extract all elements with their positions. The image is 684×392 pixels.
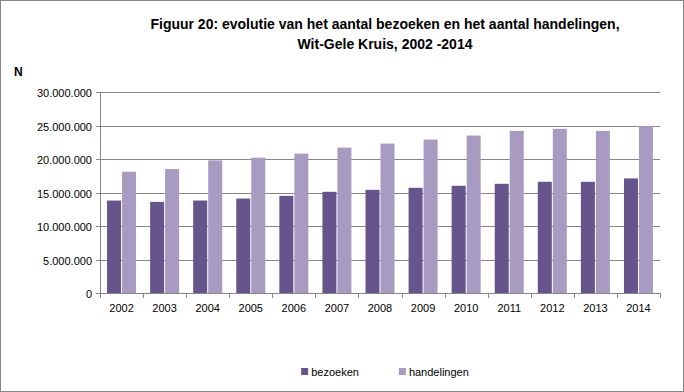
x-tick-label: 2003 [152, 302, 176, 314]
grid-line [100, 226, 660, 227]
y-tick-label: 10.000.000 [37, 221, 92, 233]
x-tick-label: 2006 [282, 302, 306, 314]
y-tick [96, 260, 100, 261]
y-tick-label: 15.000.000 [37, 188, 92, 200]
y-tick-label: 25.000.000 [37, 121, 92, 133]
y-tick-label: 5.000.000 [43, 255, 92, 267]
x-tick-label: 2012 [540, 302, 564, 314]
bar [581, 182, 595, 293]
grid-line [100, 260, 660, 261]
x-tick-label: 2008 [368, 302, 392, 314]
y-tick [96, 193, 100, 194]
x-tick-label: 2002 [109, 302, 133, 314]
y-tick [96, 293, 100, 294]
x-tick [358, 293, 359, 298]
x-tick [617, 293, 618, 298]
x-tick-label: 2005 [239, 302, 263, 314]
x-tick-label: 2013 [583, 302, 607, 314]
x-tick [186, 293, 187, 298]
chart: Figuur 20: evolutie van het aantal bezoe… [0, 0, 684, 392]
bar [538, 182, 552, 293]
bar [452, 186, 466, 293]
x-tick-label: 2004 [195, 302, 219, 314]
bar [381, 144, 395, 293]
y-tick-label: 0 [86, 288, 92, 300]
x-tick [531, 293, 532, 298]
bar [251, 158, 265, 293]
x-tick-label: 2009 [411, 302, 435, 314]
x-tick-label: 2010 [454, 302, 478, 314]
bar [193, 201, 207, 293]
bar [236, 199, 250, 293]
bar [294, 154, 308, 293]
bar [337, 148, 351, 293]
grid-line [100, 92, 660, 93]
y-tick [96, 126, 100, 127]
bar [107, 201, 121, 293]
y-tick [96, 92, 100, 93]
x-tick [402, 293, 403, 298]
y-tick [96, 226, 100, 227]
bar [409, 188, 423, 293]
bar [208, 160, 222, 293]
x-tick [100, 293, 101, 298]
x-tick [445, 293, 446, 298]
bar [424, 140, 438, 293]
grid-line [100, 193, 660, 194]
bar [639, 126, 653, 293]
bars [107, 126, 653, 293]
x-tick [143, 293, 144, 298]
bar [624, 178, 638, 293]
x-tick-label: 2007 [325, 302, 349, 314]
bar [279, 196, 293, 293]
x-tick [229, 293, 230, 298]
legend-label: bezoeken [311, 366, 359, 378]
grid-line [100, 293, 660, 294]
y-tick-label: 30.000.000 [37, 87, 92, 99]
x-tick [488, 293, 489, 298]
x-axis [100, 293, 660, 294]
chart-border [1, 1, 684, 392]
x-tick [315, 293, 316, 298]
legend-label: handelingen [409, 366, 469, 378]
bar [510, 131, 524, 293]
bar [122, 172, 136, 293]
bar [596, 131, 610, 293]
legend: bezoeken handelingen [301, 366, 469, 378]
grid-line [100, 126, 660, 127]
x-tick [272, 293, 273, 298]
title: Figuur 20: evolutie van het aantal bezoe… [150, 14, 620, 54]
bar [553, 129, 567, 293]
bar [467, 136, 481, 293]
grid-line [100, 159, 660, 160]
y-tick [96, 159, 100, 160]
y-axis [100, 92, 101, 293]
legend-swatch [301, 368, 308, 375]
bar [495, 184, 509, 293]
bar [322, 192, 336, 293]
bar [165, 169, 179, 293]
bar [150, 202, 164, 293]
bar [366, 190, 380, 293]
x-tick-label: 2014 [626, 302, 650, 314]
y-axis-label: N [14, 65, 23, 79]
x-tick [574, 293, 575, 298]
y-tick-label: 20.000.000 [37, 154, 92, 166]
x-tick-label: 2011 [497, 302, 521, 314]
plot: N 0 5.000.000 10.000.000 15.000.000 20.000.00… [0, 0, 684, 392]
legend-swatch [399, 368, 406, 375]
x-tick [660, 293, 661, 298]
